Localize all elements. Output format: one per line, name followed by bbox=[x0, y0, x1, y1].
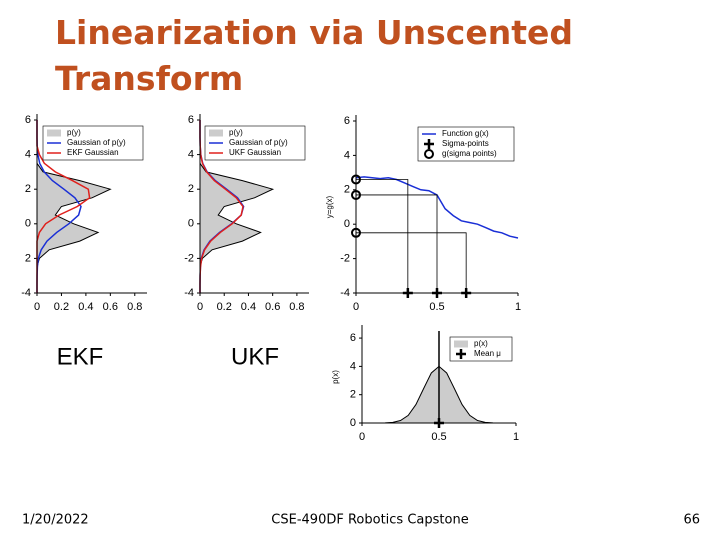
footer-date: 1/20/2022 bbox=[22, 513, 89, 528]
y-tick-label: -4 bbox=[184, 287, 194, 299]
legend-marker bbox=[424, 149, 434, 159]
x-tick-label: 0.2 bbox=[217, 301, 232, 313]
x-tick-label: 0.6 bbox=[265, 301, 280, 313]
method-label: EKF bbox=[57, 343, 104, 370]
x-tick-label: 0 bbox=[197, 301, 203, 313]
y-tick-label: 2 bbox=[25, 252, 31, 264]
y-tick-label: 4 bbox=[25, 149, 31, 161]
legend-swatch bbox=[454, 340, 468, 348]
legend-label: g(sigma points) bbox=[442, 149, 497, 158]
x-tick-label: 0 bbox=[34, 301, 40, 313]
y-tick-label: 4 bbox=[188, 149, 194, 161]
y-tick-label: -2 bbox=[340, 253, 350, 265]
x-tick-label: 0.6 bbox=[103, 301, 118, 313]
legend-label: p(y) bbox=[67, 128, 81, 137]
method-label: UKF bbox=[231, 343, 279, 370]
y-tick-label: 6 bbox=[350, 332, 356, 344]
y-tick-label: 0 bbox=[188, 218, 194, 230]
y-tick-label: -4 bbox=[21, 287, 31, 299]
y-tick-label: 0 bbox=[344, 218, 350, 230]
y-tick-label: 4 bbox=[344, 149, 350, 161]
x-tick-label: 0 bbox=[359, 431, 365, 443]
y-tick-label: 0 bbox=[25, 218, 31, 230]
y-tick-label: 2 bbox=[25, 183, 31, 195]
x-tick-label: 0 bbox=[353, 301, 359, 313]
x-tick-label: 1 bbox=[515, 301, 521, 313]
legend-marker bbox=[456, 349, 466, 359]
y-tick-label: 6 bbox=[188, 114, 194, 126]
legend-label: EKF Gaussian bbox=[67, 148, 119, 157]
page-number: 66 bbox=[683, 513, 700, 528]
footer-course: CSE-490DF Robotics Capstone bbox=[271, 513, 468, 528]
y-tick-label: -2 bbox=[184, 252, 194, 264]
legend-label: UKF Gaussian bbox=[229, 148, 281, 157]
x-tick-label: 0.5 bbox=[429, 301, 444, 313]
guide-line bbox=[356, 179, 409, 293]
x-tick-label: 0.4 bbox=[78, 301, 93, 313]
y-tick-label: 0 bbox=[350, 417, 356, 429]
legend-swatch bbox=[209, 129, 223, 137]
y-axis-label: p(x) bbox=[331, 370, 340, 384]
y-tick-label: 2 bbox=[344, 184, 350, 196]
legend-label: p(x) bbox=[474, 339, 488, 348]
y-tick-label: -4 bbox=[340, 287, 350, 299]
area bbox=[37, 120, 111, 293]
legend-label: Mean μ bbox=[474, 349, 501, 358]
x-tick-label: 0.8 bbox=[289, 301, 304, 313]
legend-label: p(y) bbox=[229, 128, 243, 137]
x-tick-label: 0.5 bbox=[431, 431, 446, 443]
x-tick-label: 1 bbox=[513, 431, 519, 443]
area bbox=[200, 120, 273, 293]
x-tick-label: 0.4 bbox=[241, 301, 256, 313]
y-tick-label: 4 bbox=[350, 360, 356, 372]
legend-swatch bbox=[47, 129, 61, 137]
legend-label: Sigma-points bbox=[442, 139, 489, 148]
legend-label: Function g(x) bbox=[442, 129, 489, 138]
legend-label: Gaussian of p(y) bbox=[67, 138, 126, 147]
legend-marker bbox=[424, 139, 434, 149]
y-axis-label: y=g(x) bbox=[325, 195, 334, 218]
y-tick-label: 6 bbox=[344, 115, 350, 127]
y-tick-label: 6 bbox=[25, 114, 31, 126]
legend-label: Gaussian of p(y) bbox=[229, 138, 288, 147]
x-tick-label: 0.2 bbox=[54, 301, 69, 313]
x-tick-label: 0.8 bbox=[127, 301, 142, 313]
y-tick-label: 2 bbox=[350, 389, 356, 401]
slide-title: Linearization via Unscented Transform bbox=[55, 13, 574, 98]
guide-line bbox=[356, 232, 467, 293]
y-tick-label: 2 bbox=[188, 183, 194, 195]
guide-line bbox=[356, 194, 438, 293]
